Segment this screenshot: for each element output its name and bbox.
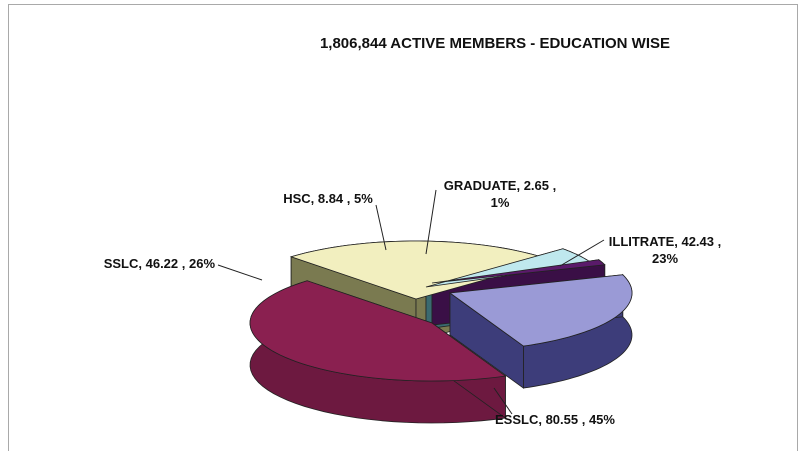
pie-slice-esslc bbox=[249, 280, 507, 382]
pie-slice-illitrate bbox=[448, 274, 633, 347]
leader-line-sslc bbox=[217, 264, 263, 281]
leader-line-esslc bbox=[493, 387, 513, 415]
leader-line-hsc bbox=[375, 204, 387, 251]
data-label-graduate: GRADUATE, 2.65 , bbox=[444, 178, 556, 193]
pie-slice-sslc bbox=[289, 240, 555, 300]
chart-frame bbox=[8, 4, 798, 451]
data-label-esslc: ESSLC, 80.55 , 45% bbox=[495, 412, 615, 427]
chart-title: 1,806,844 ACTIVE MEMBERS - EDUCATION WIS… bbox=[320, 35, 670, 52]
data-label-percent-graduate: 1% bbox=[491, 195, 510, 210]
data-label-percent-illitrate: 23% bbox=[652, 251, 678, 266]
leader-line-illitrate bbox=[559, 239, 605, 267]
data-label-sslc: SSLC, 46.22 , 26% bbox=[104, 256, 216, 271]
leader-line-graduate bbox=[425, 189, 437, 255]
data-label-illitrate: ILLITRATE, 42.43 , bbox=[609, 234, 721, 249]
data-label-hsc: HSC, 8.84 , 5% bbox=[283, 191, 373, 206]
